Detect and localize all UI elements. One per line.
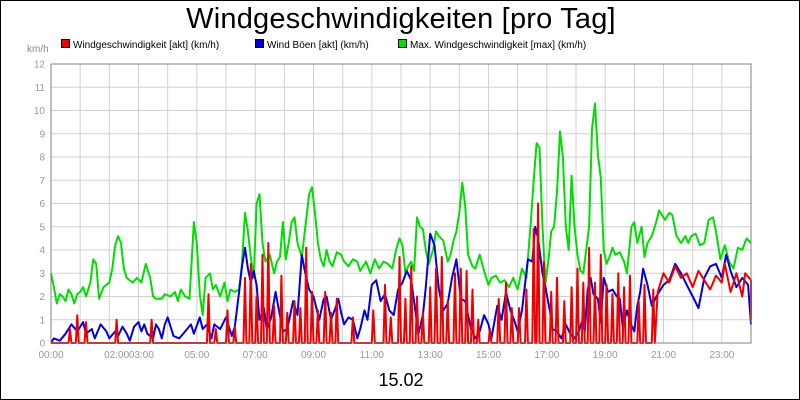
y-tick-label-7: 7 [39, 176, 45, 187]
x-tick-label-0000: 00:00 [38, 350, 63, 361]
legend-swatch-green [398, 39, 407, 48]
y-tick-label-2: 2 [39, 292, 45, 303]
x-tick-label-0700: 07:00 [243, 350, 268, 361]
plot-border [50, 63, 752, 344]
legend-item-max-speed: Max. Windgeschwindigkeit [max] (km/h) [398, 39, 586, 52]
y-tick-label-9: 9 [39, 129, 45, 140]
x-tick-label-2300: 23:00 [709, 350, 734, 361]
x-tick-label-1100: 11:00 [360, 350, 385, 361]
y-tick-label-6: 6 [39, 199, 45, 210]
legend-label-wind-speed: Windgeschwindigkeit [akt] (km/h) [73, 40, 220, 51]
legend-item-gusts: Wind Böen [akt] (km/h) [255, 39, 369, 52]
x-tick-label-1900: 19:00 [593, 350, 618, 361]
y-axis-unit-label: km/h [27, 44, 49, 55]
legend-swatch-red [61, 39, 70, 48]
x-tick-label-0200: 02:00 [104, 350, 129, 361]
series-line-0 [51, 202, 752, 344]
x-tick-label-1700: 17:00 [534, 350, 559, 361]
y-tick-label-8: 8 [39, 153, 45, 164]
x-tick-label-2100: 21:00 [651, 350, 676, 361]
x-tick-label-0300: 03:00 [129, 350, 154, 361]
x-tick-label-1300: 13:00 [418, 350, 443, 361]
y-tick-label-3: 3 [39, 269, 45, 280]
series-line-1 [50, 225, 752, 344]
legend-label-gusts: Wind Böen [akt] (km/h) [267, 40, 369, 51]
y-tick-label-10: 10 [34, 106, 46, 117]
series-line-2 [50, 102, 752, 317]
chart-title: Windgeschwindigkeiten [pro Tag] [186, 3, 616, 35]
x-axis-date-label: 15.02 [378, 370, 424, 390]
x-tick-label-1500: 15:00 [476, 350, 501, 361]
legend-item-wind-speed: Windgeschwindigkeit [akt] (km/h) [61, 39, 219, 52]
y-tick-label-5: 5 [39, 222, 45, 233]
series-layer [50, 102, 752, 344]
y-tick-label-0: 0 [39, 339, 45, 350]
x-axis-ticks: 00:00 02:00 03:00 05:00 07:00 09:00 11:00 13:00… [38, 350, 734, 361]
y-tick-label-12: 12 [34, 60, 46, 71]
legend-swatch-blue [255, 39, 264, 48]
y-tick-label-11: 11 [35, 83, 46, 94]
y-tick-label-4: 4 [39, 246, 45, 257]
x-tick-label-0500: 05:00 [184, 350, 209, 361]
legend-label-max-speed: Max. Windgeschwindigkeit [max] (km/h) [410, 40, 587, 51]
x-tick-label-0900: 09:00 [301, 350, 326, 361]
y-tick-label-1: 1 [39, 315, 45, 326]
